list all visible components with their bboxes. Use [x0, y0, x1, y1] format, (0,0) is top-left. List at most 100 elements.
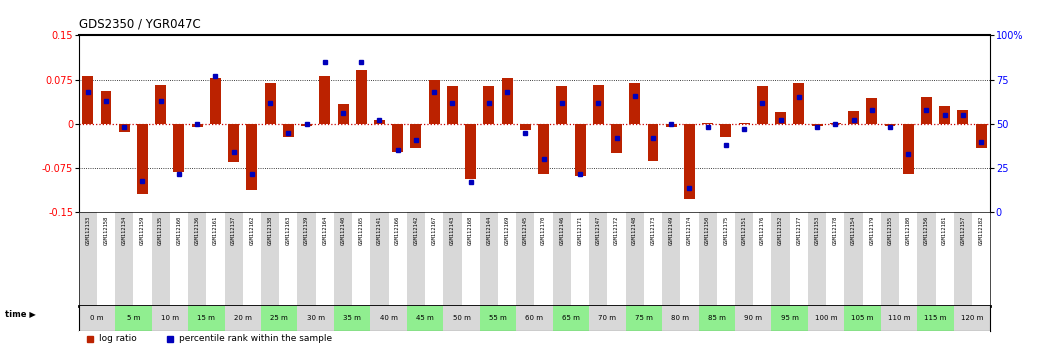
Bar — [862, 212, 881, 306]
Text: 70 m: 70 m — [598, 315, 617, 321]
Text: 30 m: 30 m — [306, 315, 325, 321]
Bar — [644, 212, 662, 306]
Text: GSM112144: GSM112144 — [487, 216, 491, 245]
Bar — [647, 124, 659, 160]
Text: GSM112145: GSM112145 — [522, 216, 528, 245]
Bar — [571, 212, 590, 306]
Text: 0 m: 0 m — [90, 315, 104, 321]
Bar — [242, 212, 261, 306]
Bar — [425, 212, 444, 306]
Text: GSM112149: GSM112149 — [668, 216, 673, 245]
Text: GSM112174: GSM112174 — [687, 216, 692, 245]
Bar — [936, 212, 954, 306]
Text: GSM112147: GSM112147 — [596, 216, 601, 245]
Text: GSM112163: GSM112163 — [285, 216, 291, 245]
Bar — [479, 306, 516, 331]
Bar — [830, 123, 840, 124]
Text: time ▶: time ▶ — [5, 309, 36, 318]
Bar — [97, 212, 115, 306]
Bar — [192, 124, 202, 127]
Text: 80 m: 80 m — [671, 315, 689, 321]
Text: 45 m: 45 m — [416, 315, 434, 321]
Bar — [319, 75, 330, 124]
Bar — [735, 212, 753, 306]
Text: GSM112171: GSM112171 — [578, 216, 582, 245]
Bar — [681, 212, 699, 306]
Bar — [298, 306, 334, 331]
Text: 50 m: 50 m — [452, 315, 471, 321]
Text: GSM112133: GSM112133 — [85, 216, 90, 245]
Bar — [444, 306, 479, 331]
Text: GSM112167: GSM112167 — [432, 216, 436, 245]
Bar — [133, 212, 152, 306]
Bar — [538, 124, 549, 174]
Bar — [356, 70, 367, 124]
Text: 75 m: 75 m — [635, 315, 652, 321]
Text: GSM112159: GSM112159 — [140, 216, 145, 245]
Bar — [899, 212, 917, 306]
Bar — [662, 212, 681, 306]
Bar — [881, 212, 899, 306]
Bar — [115, 212, 133, 306]
Bar — [903, 124, 914, 174]
Bar — [976, 124, 987, 148]
Bar — [516, 306, 553, 331]
Bar — [629, 83, 640, 124]
Bar — [152, 306, 188, 331]
Bar — [79, 212, 97, 306]
Bar — [699, 212, 716, 306]
Text: 35 m: 35 m — [343, 315, 361, 321]
Text: GSM112156: GSM112156 — [924, 216, 929, 245]
Text: GSM112143: GSM112143 — [450, 216, 455, 245]
Text: GSM112154: GSM112154 — [851, 216, 856, 245]
Bar — [844, 306, 881, 331]
Text: GSM112135: GSM112135 — [158, 216, 164, 245]
Bar — [407, 212, 425, 306]
Text: GSM112179: GSM112179 — [870, 216, 874, 245]
Bar — [917, 306, 954, 331]
Bar — [662, 306, 699, 331]
Bar — [611, 124, 622, 153]
Bar — [334, 306, 370, 331]
Text: GSM112160: GSM112160 — [176, 216, 181, 245]
Bar — [753, 212, 771, 306]
Text: GSM112172: GSM112172 — [614, 216, 619, 245]
Bar — [716, 212, 735, 306]
Text: GSM112140: GSM112140 — [341, 216, 345, 245]
Bar — [590, 212, 607, 306]
Bar — [590, 306, 625, 331]
Bar — [338, 104, 348, 124]
Text: GSM112178: GSM112178 — [833, 216, 838, 245]
Bar — [917, 212, 936, 306]
Bar — [465, 124, 476, 179]
Text: GSM112169: GSM112169 — [505, 216, 510, 245]
Bar — [119, 124, 130, 132]
Bar — [101, 91, 111, 124]
Bar — [224, 212, 242, 306]
Bar — [625, 212, 644, 306]
Bar — [484, 86, 494, 124]
Text: GSM112158: GSM112158 — [104, 216, 108, 245]
Bar — [721, 124, 731, 137]
Text: 100 m: 100 m — [815, 315, 837, 321]
Bar — [79, 306, 115, 331]
Bar — [388, 212, 407, 306]
Bar — [666, 124, 677, 127]
Bar — [224, 306, 261, 331]
Bar — [462, 212, 479, 306]
Bar — [954, 306, 990, 331]
Bar — [808, 212, 827, 306]
Bar — [188, 212, 207, 306]
Text: GSM112146: GSM112146 — [559, 216, 564, 245]
Bar — [264, 83, 276, 124]
Text: GSM112152: GSM112152 — [778, 216, 784, 245]
Text: 105 m: 105 m — [852, 315, 874, 321]
Text: GSM112181: GSM112181 — [942, 216, 947, 245]
Bar — [790, 212, 808, 306]
Text: 60 m: 60 m — [526, 315, 543, 321]
Bar — [501, 79, 513, 124]
Bar — [429, 80, 440, 124]
Bar — [793, 82, 805, 124]
Bar — [279, 212, 298, 306]
Text: GSM112175: GSM112175 — [724, 216, 728, 245]
